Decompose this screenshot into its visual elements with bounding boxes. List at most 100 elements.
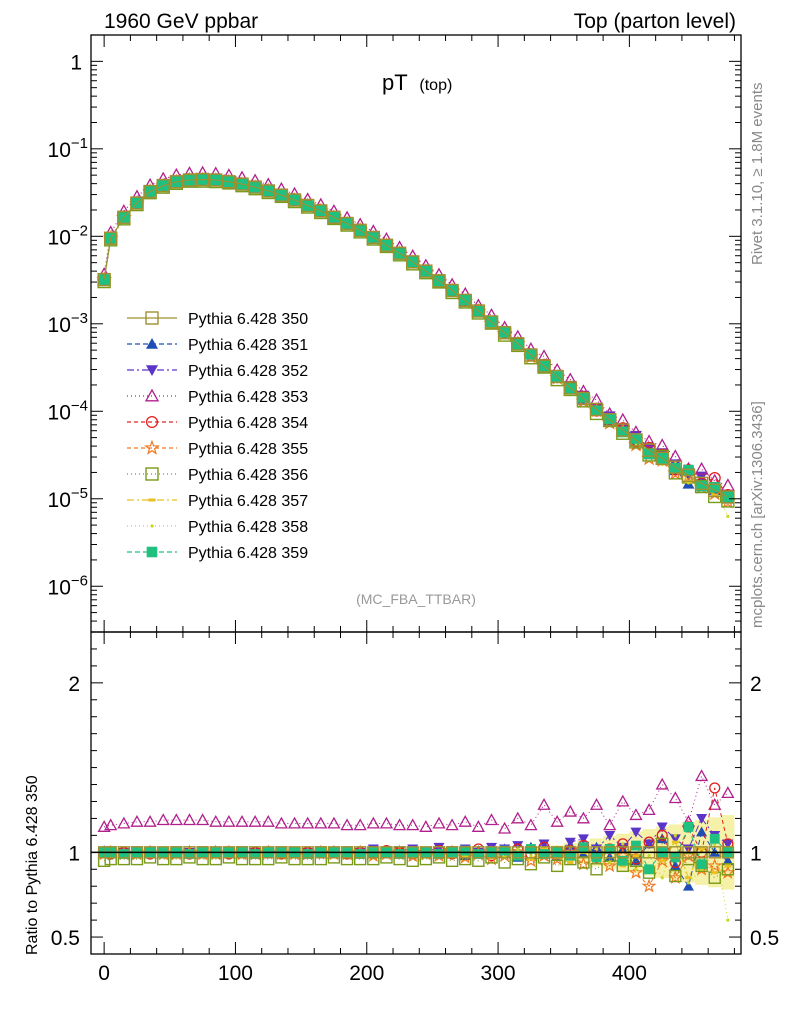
ratio-point-s1-48 bbox=[722, 855, 734, 866]
ratio-point-s3-22-shape bbox=[379, 816, 394, 829]
main-point-s0-21-shape bbox=[366, 230, 381, 245]
ratio-point-s7-47 bbox=[711, 871, 719, 875]
ratio-point-s2-34 bbox=[538, 839, 550, 850]
ratio-point-s9-45-shape bbox=[683, 821, 694, 832]
ratio-point-s3-2-shape bbox=[117, 816, 131, 829]
ratio-point-s3-16-shape bbox=[301, 816, 315, 829]
main-y-tick-label-1: 10−1 bbox=[48, 135, 88, 162]
ratio-point-s9-42-shape bbox=[644, 864, 654, 875]
ratio-point-s3-35 bbox=[550, 814, 564, 827]
ratio-point-s8-44 bbox=[673, 833, 677, 837]
main-point-s0-21 bbox=[366, 230, 381, 245]
legend-label-1: Pythia 6.428 351 bbox=[188, 337, 308, 354]
legend-marker-3 bbox=[144, 388, 160, 402]
ratio-point-s2-42 bbox=[643, 839, 655, 850]
ratio-point-s3-15 bbox=[287, 816, 302, 829]
main-point-s0-48 bbox=[721, 490, 735, 504]
legend-label-6: Pythia 6.428 356 bbox=[188, 467, 308, 484]
main-point-s0-27 bbox=[445, 283, 459, 298]
ratio-point-s9-7 bbox=[184, 849, 195, 859]
ratio-point-s8-45 bbox=[686, 881, 691, 885]
ratio-point-s3-25-shape bbox=[419, 820, 433, 832]
ratio-point-s5-41-shape bbox=[628, 864, 644, 879]
main-point-s8-45-shape bbox=[686, 481, 691, 485]
plot-title: pT (top) bbox=[382, 70, 452, 95]
main-point-s0-38 bbox=[589, 402, 604, 417]
ratio-point-s9-20 bbox=[355, 849, 366, 859]
ratio-point-s3-11-shape bbox=[235, 814, 249, 827]
main-point-s0-40 bbox=[616, 423, 630, 437]
ratio-point-s9-2-shape bbox=[118, 849, 129, 859]
ratio-point-s2-26-shape bbox=[433, 842, 445, 853]
main-point-s0-26-shape bbox=[432, 274, 446, 288]
main-series-group bbox=[96, 165, 736, 518]
ratio-point-s1-45-shape bbox=[682, 880, 694, 891]
ratio-point-s9-36-shape bbox=[565, 850, 576, 861]
ratio-point-s9-23 bbox=[394, 849, 405, 859]
main-point-s0-35-shape bbox=[550, 369, 564, 384]
x-tick-label-300: 300 bbox=[481, 962, 516, 985]
main-point-s0-25-shape bbox=[419, 264, 433, 278]
ratio-point-s9-46 bbox=[696, 859, 707, 870]
ratio-point-s3-13 bbox=[261, 814, 275, 827]
ratio-point-s7-36 bbox=[566, 860, 574, 864]
ratio-point-s2-41 bbox=[630, 827, 642, 838]
ratio-point-s1-45 bbox=[682, 880, 694, 891]
main-point-s0-45-shape bbox=[681, 468, 696, 483]
ratio-point-s8-40-shape bbox=[621, 842, 625, 846]
ratio-point-s4-43 bbox=[656, 829, 668, 841]
main-point-s0-10-shape bbox=[222, 175, 236, 189]
ratio-point-s3-34-shape bbox=[537, 798, 551, 810]
ratio-point-s3-22 bbox=[379, 816, 394, 829]
ratio-point-s7-44 bbox=[672, 840, 679, 844]
main-point-s0-37-shape bbox=[576, 391, 591, 406]
ratio-point-s2-40-shape bbox=[617, 842, 629, 853]
ratio-point-s8-45-shape bbox=[686, 881, 691, 885]
ratio-point-s6-38-shape bbox=[590, 863, 603, 876]
ratio-point-s3-46-shape bbox=[695, 769, 709, 782]
ratio-point-s6-38 bbox=[590, 863, 603, 876]
ratio-point-s5-43 bbox=[654, 852, 670, 868]
ratio-point-s3-44 bbox=[668, 791, 682, 804]
main-point-s0-31-shape bbox=[497, 326, 512, 340]
x-tick-label-400: 400 bbox=[612, 962, 647, 985]
legend-marker-4 bbox=[145, 415, 159, 429]
ratio-point-s3-32 bbox=[511, 811, 525, 824]
ratio-point-s8-44-shape bbox=[673, 833, 677, 837]
main-point-s0-7-shape bbox=[182, 173, 197, 187]
ratio-point-s3-4 bbox=[143, 814, 157, 827]
main-point-s0-44-shape bbox=[668, 460, 683, 474]
main-point-s0-13 bbox=[261, 184, 275, 198]
ratio-point-s5-39-shape bbox=[602, 858, 618, 873]
main-point-s0-32 bbox=[511, 337, 525, 351]
ratio-point-s3-33-shape bbox=[524, 818, 538, 831]
ratio-point-s3-39 bbox=[603, 818, 617, 831]
main-point-s8-48-shape bbox=[726, 514, 730, 518]
ratio-point-s1-39-shape bbox=[604, 851, 616, 862]
ratio-point-s2-42-shape bbox=[643, 839, 655, 850]
main-point-s9-41 bbox=[630, 433, 642, 444]
ratio-point-s4-47-shape bbox=[709, 782, 721, 794]
ratio-point-s2-37 bbox=[577, 834, 589, 845]
ratio-y-tick-label-left-1: 1 bbox=[68, 842, 80, 865]
main-point-s0-11-shape bbox=[235, 177, 249, 191]
tick-exponent: −6 bbox=[71, 572, 88, 589]
ratio-point-s3-48-shape bbox=[721, 786, 735, 799]
ratio-point-s7-46 bbox=[698, 847, 705, 851]
ratio-point-s7-45 bbox=[685, 876, 692, 880]
ratio-point-s3-47-shape bbox=[708, 798, 722, 810]
ratio-point-s3-7-shape bbox=[182, 813, 197, 826]
tick-base: 10 bbox=[48, 489, 71, 512]
rivet-version-label: Rivet 3.1.10, ≥ 1.8M events bbox=[749, 83, 766, 266]
main-point-s0-3-shape bbox=[130, 196, 144, 210]
legend-label-9: Pythia 6.428 359 bbox=[188, 545, 308, 562]
main-point-s0-42 bbox=[642, 443, 656, 457]
main-point-s0-15-shape bbox=[287, 193, 302, 207]
main-point-s0-19-shape bbox=[340, 216, 354, 231]
ratio-point-s3-46 bbox=[695, 769, 709, 782]
main-point-s0-41 bbox=[629, 433, 643, 447]
main-point-s9-42 bbox=[643, 448, 655, 460]
plot-title-main: pT bbox=[382, 70, 407, 95]
ratio-point-s7-44-shape bbox=[672, 840, 679, 844]
main-point-s0-14 bbox=[274, 188, 289, 202]
